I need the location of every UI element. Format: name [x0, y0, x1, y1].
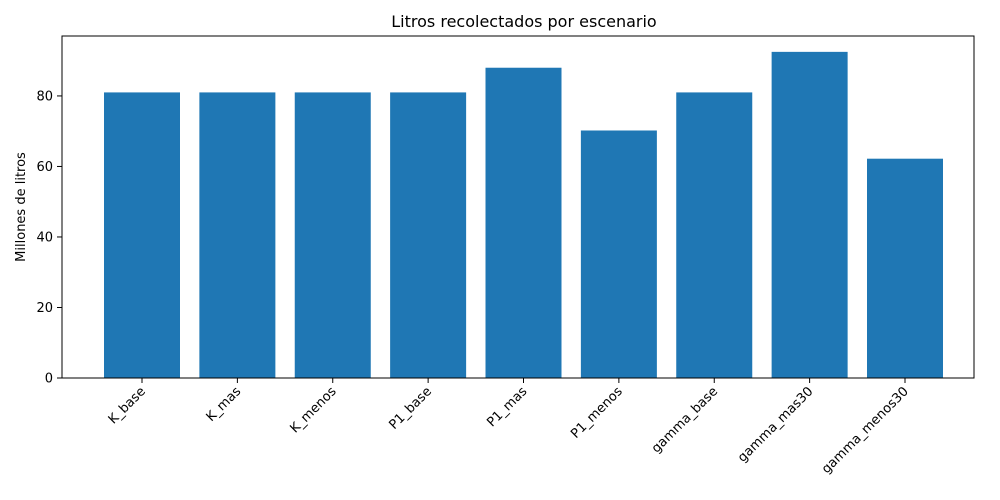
bar-P1_menos: [580, 130, 657, 378]
bar-K_mas: [199, 92, 276, 379]
bars-group: [104, 51, 943, 379]
x-tick-label: K_menos: [287, 384, 339, 436]
y-ticks-group: 0 20 40 60 80: [36, 89, 62, 387]
y-tick-label: 20: [36, 301, 53, 316]
y-tick-label: 80: [36, 89, 53, 104]
plot-frame: [61, 35, 975, 379]
x-ticks-group: K_base K_mas K_menos P1_base P1_mas P1_menos g…: [106, 378, 912, 477]
x-tick-label: K_base: [106, 384, 149, 427]
y-axis-label: Millones de litros: [14, 152, 29, 262]
bar-K_menos: [294, 92, 371, 379]
bar-K_base: [104, 92, 180, 379]
x-tick-label: P1_menos: [568, 384, 626, 442]
bar-P1_base: [390, 92, 467, 379]
x-tick-label: gamma_base: [649, 384, 721, 456]
bar-P1_mas: [485, 67, 562, 378]
chart-title: Litros recolectados por escenario: [391, 12, 656, 31]
x-tick-label: gamma_menos30: [819, 384, 912, 477]
x-tick-label: P1_base: [386, 384, 435, 433]
x-tick-label: gamma_mas30: [735, 384, 816, 465]
y-tick-label: 0: [45, 372, 53, 387]
bar-gamma_mas30: [771, 51, 848, 379]
y-tick-label: 60: [36, 160, 53, 175]
bar-gamma_menos30: [867, 158, 943, 378]
bar-gamma_base: [676, 92, 753, 379]
x-tick-label: P1_mas: [484, 384, 530, 430]
x-tick-label: K_mas: [204, 384, 245, 425]
y-tick-label: 40: [36, 230, 53, 245]
